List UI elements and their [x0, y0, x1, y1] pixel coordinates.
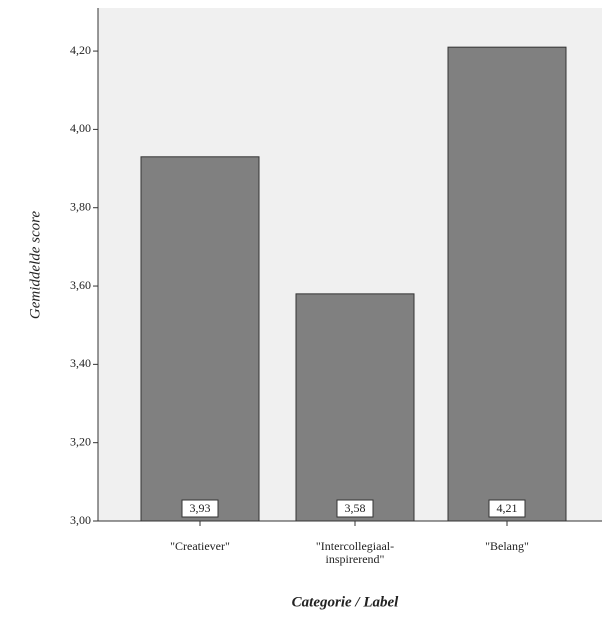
- x-axis-title: Categorie / Label: [292, 594, 399, 610]
- value-label-box: [181, 499, 219, 518]
- bar: [140, 156, 260, 522]
- bar: [447, 46, 567, 522]
- y-tick-label: 3,40: [70, 356, 91, 370]
- y-tick-label: 3,00: [70, 513, 91, 527]
- x-tick-label: "Intercollegiaal-inspirerend": [315, 539, 395, 566]
- value-label: 3,93: [190, 501, 211, 515]
- value-label: 4,21: [497, 501, 518, 515]
- value-label: 3,58: [345, 501, 366, 515]
- y-tick-label: 4,20: [70, 43, 91, 57]
- x-tick-label: "Belang": [485, 539, 529, 553]
- y-tick-label: 4,00: [70, 121, 91, 135]
- bar: [295, 293, 415, 522]
- y-tick-label: 3,80: [70, 199, 91, 213]
- value-label-box: [336, 499, 374, 518]
- x-tick-label: "Creatiever": [170, 539, 230, 553]
- value-label-box: [488, 499, 526, 518]
- y-tick-label: 3,20: [70, 434, 91, 448]
- y-axis-title: Gemiddelde score: [27, 211, 43, 319]
- y-tick-label: 3,60: [70, 278, 91, 292]
